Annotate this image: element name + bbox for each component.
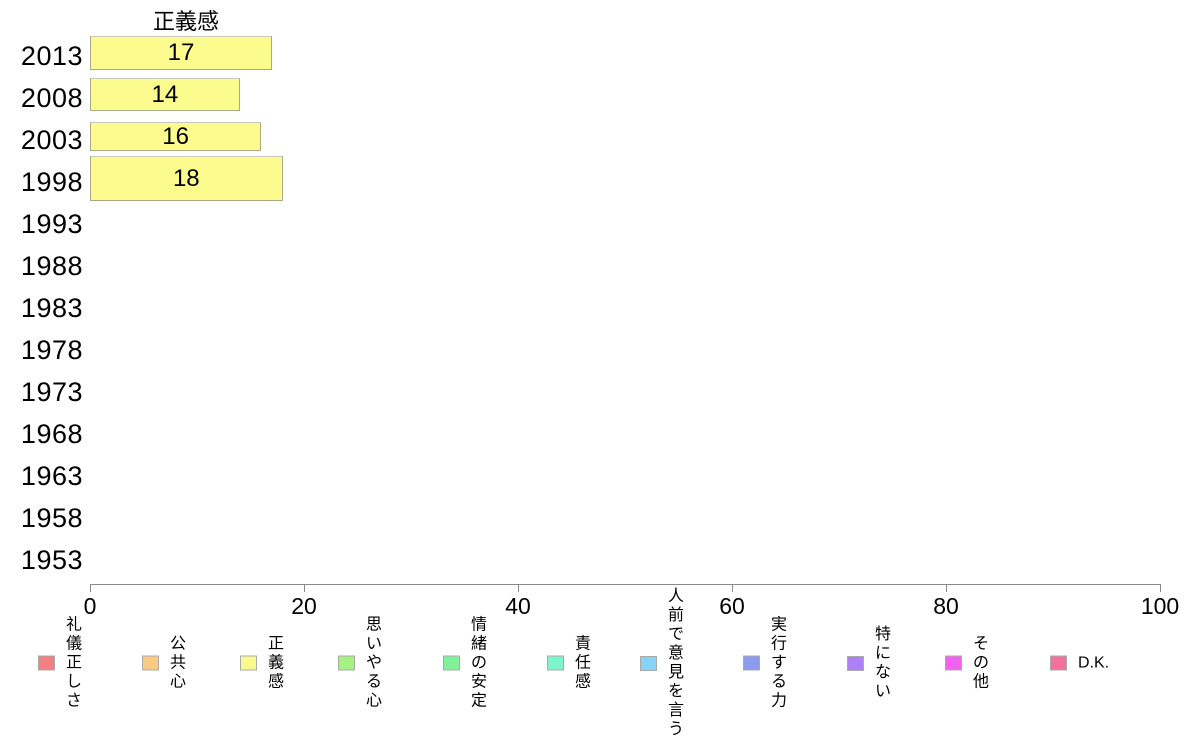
legend-swatch-icon — [547, 655, 564, 671]
legend-swatch-icon — [945, 655, 962, 671]
y-axis-label-1963: 1963 — [20, 460, 83, 491]
legend-label: 礼儀 正しさ — [66, 616, 83, 710]
legend-label: D.K. — [1078, 654, 1110, 672]
y-axis-label-2003: 2003 — [20, 124, 83, 155]
bar-value-label: 18 — [172, 164, 200, 192]
bar-2008: 14 — [90, 78, 240, 111]
y-axis-label-1953: 1953 — [20, 544, 83, 575]
y-axis-label-1988: 1988 — [20, 250, 83, 281]
legend-label: その他 — [973, 635, 990, 691]
x-axis-tick — [732, 584, 733, 592]
y-axis-label-1973: 1973 — [20, 376, 83, 407]
legend-label: 思いや る心 — [366, 616, 383, 710]
x-axis-tick-label: 60 — [719, 593, 745, 619]
x-axis-tick — [946, 584, 947, 592]
legend-label: 特に ない — [875, 626, 892, 700]
legend-item-6[interactable]: 責任感 — [547, 635, 591, 692]
x-axis-line — [90, 584, 1161, 585]
x-axis-tick-label: 20 — [291, 593, 317, 619]
legend-label: 人前で 意見を 言う — [668, 588, 685, 738]
bar-2013: 17 — [90, 35, 272, 70]
x-axis-tick — [518, 584, 519, 592]
legend-swatch-icon — [443, 655, 460, 671]
legend-item-5[interactable]: 情緒の 安定 — [443, 616, 487, 711]
legend-item-2[interactable]: 公共心 — [142, 635, 186, 692]
x-axis-tick-label: 0 — [83, 593, 97, 619]
y-axis-label-2013: 2013 — [20, 40, 83, 71]
legend-swatch-icon — [38, 655, 55, 671]
bar-value-label: 17 — [167, 38, 195, 66]
y-axis-label-1993: 1993 — [20, 208, 83, 239]
legend-swatch-icon — [338, 655, 355, 671]
bar-value-label: 14 — [151, 80, 179, 108]
x-axis-tick-label: 100 — [1140, 593, 1180, 619]
legend-item-10[interactable]: その他 — [945, 635, 989, 692]
legend-swatch-icon — [240, 655, 257, 671]
legend-swatch-icon — [743, 655, 760, 671]
x-axis-tick — [90, 584, 91, 592]
legend-swatch-icon — [640, 655, 657, 671]
legend-label: 責任感 — [575, 635, 592, 691]
bar-2003: 16 — [90, 122, 262, 151]
legend-swatch-icon — [142, 655, 159, 671]
legend-item-8[interactable]: 実行す る力 — [743, 616, 787, 711]
chart-title: 正義感 — [152, 9, 220, 34]
legend-item-1[interactable]: 礼儀 正しさ — [38, 616, 82, 711]
legend-swatch-icon — [1050, 655, 1067, 671]
legend-label: 正義感 — [268, 635, 285, 691]
y-axis-label-1978: 1978 — [20, 334, 83, 365]
legend-item-11[interactable]: D.K. — [1050, 654, 1109, 673]
legend-item-7[interactable]: 人前で 意見を 言う — [640, 587, 684, 739]
legend-item-4[interactable]: 思いや る心 — [338, 616, 382, 711]
x-axis-tick — [1160, 584, 1161, 592]
legend-label: 実行す る力 — [771, 616, 788, 710]
bar-1998: 18 — [90, 156, 283, 201]
legend-item-9[interactable]: 特に ない — [847, 625, 891, 701]
legend-item-3[interactable]: 正義感 — [240, 635, 284, 692]
y-axis-label-1998: 1998 — [20, 166, 83, 197]
legend-swatch-icon — [847, 655, 864, 671]
legend-label: 情緒の 安定 — [471, 616, 488, 710]
y-axis-label-2008: 2008 — [20, 82, 83, 113]
bar-value-label: 16 — [162, 122, 189, 150]
y-axis-label-1983: 1983 — [20, 292, 83, 323]
x-axis-tick-label: 80 — [933, 593, 959, 619]
legend-label: 公共心 — [170, 635, 187, 691]
y-axis-label-1968: 1968 — [20, 418, 83, 449]
x-axis-tick — [304, 584, 305, 592]
y-axis-label-1958: 1958 — [20, 502, 83, 533]
x-axis-tick-label: 40 — [505, 593, 531, 619]
